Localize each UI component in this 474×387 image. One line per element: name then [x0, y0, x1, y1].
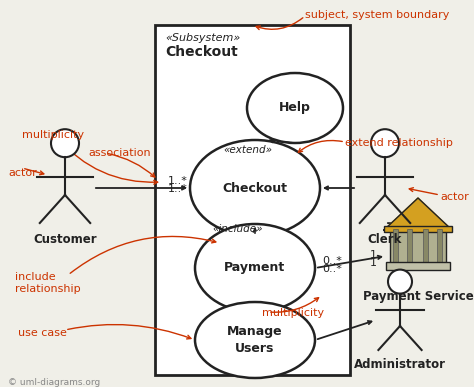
Text: association: association — [88, 148, 151, 158]
Ellipse shape — [195, 302, 315, 378]
Text: 1: 1 — [370, 250, 377, 260]
Circle shape — [51, 129, 79, 157]
Text: Administrator: Administrator — [354, 358, 446, 372]
Text: Help: Help — [279, 101, 311, 115]
Polygon shape — [384, 198, 452, 230]
Text: Checkout: Checkout — [222, 182, 288, 195]
Text: Customer: Customer — [33, 233, 97, 246]
Text: 1..*: 1..* — [168, 184, 188, 194]
Text: multiplicity: multiplicity — [262, 308, 324, 318]
Text: actor: actor — [8, 168, 37, 178]
Text: use case: use case — [18, 328, 67, 338]
Text: Manage
Users: Manage Users — [227, 325, 283, 354]
Bar — [390, 230, 446, 264]
Text: © uml-diagrams.org: © uml-diagrams.org — [8, 378, 100, 387]
Text: subject, system boundary: subject, system boundary — [305, 10, 449, 20]
Text: Clerk: Clerk — [368, 233, 402, 246]
Text: «extend»: «extend» — [224, 145, 273, 155]
Text: Checkout: Checkout — [165, 45, 238, 59]
Bar — [384, 226, 452, 232]
Text: 1..*: 1..* — [168, 176, 188, 186]
Text: 0..*: 0..* — [322, 264, 342, 274]
Text: Payment Service: Payment Service — [363, 290, 474, 303]
Text: extend relationship: extend relationship — [345, 138, 453, 148]
Text: «include»: «include» — [213, 224, 263, 234]
Ellipse shape — [190, 140, 320, 236]
Text: 1: 1 — [370, 258, 377, 268]
Ellipse shape — [195, 224, 315, 312]
Circle shape — [388, 270, 412, 294]
Text: multiplicity: multiplicity — [22, 130, 84, 140]
Text: «Subsystem»: «Subsystem» — [165, 33, 240, 43]
Bar — [155, 25, 350, 375]
Text: include
relationship: include relationship — [15, 272, 81, 294]
Ellipse shape — [247, 73, 343, 143]
Text: Payment: Payment — [224, 262, 286, 274]
Bar — [386, 262, 450, 270]
Circle shape — [371, 129, 399, 157]
Text: 0..*: 0..* — [322, 256, 342, 266]
Text: actor: actor — [440, 192, 469, 202]
